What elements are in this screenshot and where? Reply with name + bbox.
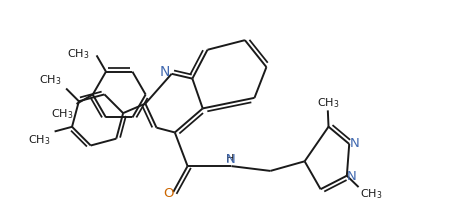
Text: CH$_3$: CH$_3$ <box>28 133 50 147</box>
Text: CH$_3$: CH$_3$ <box>360 187 382 201</box>
Text: H: H <box>226 154 235 164</box>
Text: CH$_3$: CH$_3$ <box>50 107 73 121</box>
Text: O: O <box>163 187 173 200</box>
Text: CH$_3$: CH$_3$ <box>317 97 339 111</box>
Text: CH$_3$: CH$_3$ <box>39 74 62 88</box>
Text: N: N <box>347 170 357 183</box>
Text: N: N <box>225 153 235 166</box>
Text: N: N <box>350 137 359 150</box>
Text: N: N <box>160 65 170 79</box>
Text: CH$_3$: CH$_3$ <box>67 47 90 60</box>
